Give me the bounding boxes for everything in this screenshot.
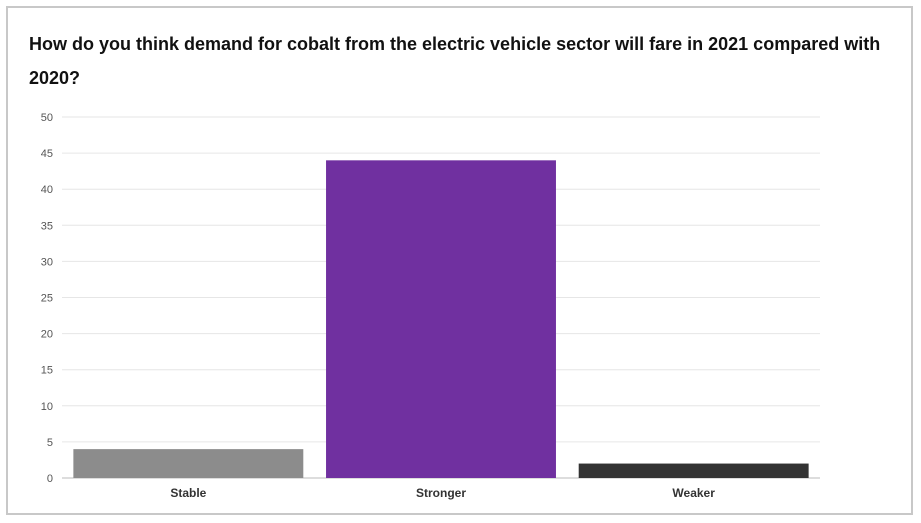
y-tick-label: 0	[47, 473, 53, 485]
y-tick-label: 5	[47, 437, 53, 449]
bars	[73, 160, 808, 478]
bar-stronger	[326, 160, 556, 478]
y-tick-label: 15	[41, 365, 53, 377]
y-tick-label: 25	[41, 293, 53, 305]
y-tick-label: 30	[41, 256, 53, 268]
y-tick-label: 10	[41, 401, 53, 413]
x-category-label: Stronger	[416, 486, 466, 500]
y-tick-label: 45	[41, 148, 53, 160]
y-tick-label: 50	[41, 112, 53, 124]
y-tick-label: 35	[41, 220, 53, 232]
y-tick-label: 40	[41, 184, 53, 196]
x-axis-labels: Stable Stronger Weaker	[170, 486, 715, 500]
x-category-label: Stable	[170, 486, 206, 500]
y-axis-ticks: 0 5 10 15 20 25 30 35 40 45 50	[41, 112, 53, 485]
bar-weaker	[579, 464, 809, 478]
x-category-label: Weaker	[672, 486, 715, 500]
bar-stable	[73, 449, 303, 478]
y-tick-label: 20	[41, 329, 53, 341]
